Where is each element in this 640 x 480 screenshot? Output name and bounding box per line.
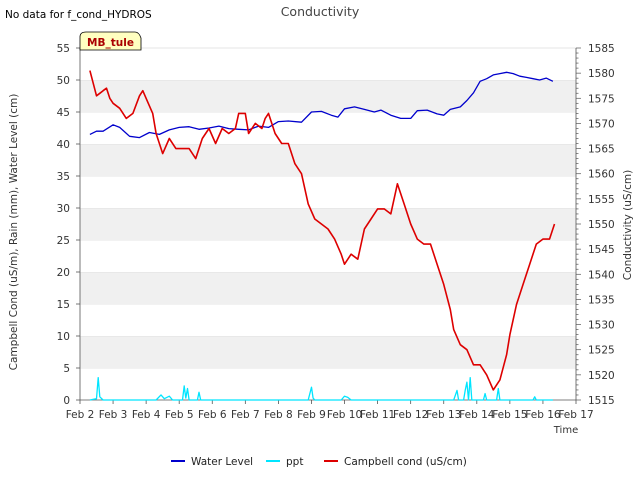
y-axis-label-right: Conductivity (uS/cm) (622, 170, 634, 280)
x-axis-label: Time (553, 425, 578, 436)
legend-label-water-level: Water Level (191, 456, 253, 468)
x-tick-label: Feb 7 (231, 409, 260, 421)
x-tick-label: Feb 12 (393, 409, 428, 421)
y-tick-label-right: 1520 (588, 370, 615, 382)
y-tick-label-left: 40 (57, 139, 70, 151)
x-tick-label: Feb 17 (558, 409, 593, 421)
y-tick-label-right: 1560 (588, 169, 615, 181)
grid-band (80, 112, 576, 144)
legend: Water Level ppt Campbell cond (uS/cm) (171, 456, 467, 468)
grid-bands (80, 47, 576, 400)
y-tick-label-right: 1550 (588, 219, 615, 231)
y-tick-label-right: 1540 (588, 269, 615, 281)
station-tag-label: MB_tule (87, 37, 134, 49)
legend-label-campbell-cond-us-cm: Campbell cond (uS/cm) (344, 456, 467, 468)
x-tick-label: Feb 11 (360, 409, 395, 421)
legend-label-ppt: ppt (286, 456, 303, 468)
series-line-campbell-cond-us-cm (89, 70, 556, 391)
x-tick-label: Feb 16 (525, 409, 561, 421)
y-tick-label-left: 0 (63, 395, 70, 407)
x-tick-label: Feb 9 (297, 409, 326, 421)
grid-band (80, 80, 576, 112)
y-tick-label-right: 1515 (588, 395, 615, 407)
y-tick-label-right: 1585 (588, 43, 615, 55)
series-lines (89, 70, 556, 401)
x-tick-label: Feb 8 (264, 409, 293, 421)
y-tick-label-right: 1555 (588, 194, 615, 206)
y-tick-label-right: 1580 (588, 68, 615, 80)
y-tick-label-left: 30 (57, 203, 70, 215)
station-tag: MB_tule (79, 31, 142, 51)
series-line-water-level (89, 71, 554, 139)
x-tick-label: Feb 13 (426, 409, 461, 421)
y-tick-label-left: 5 (63, 363, 70, 375)
x-tick-label: Feb 5 (165, 409, 194, 421)
y-tick-label-right: 1565 (588, 144, 615, 156)
x-axis: Feb 2 Feb 3 Feb 4 Feb 5 Feb 6 Feb 7 Feb 8 Feb 9… (66, 399, 594, 421)
y-tick-label-left: 15 (57, 299, 70, 311)
grid-band (80, 240, 576, 272)
y-tick-label-right: 1530 (588, 320, 615, 332)
y-tick-label-left: 10 (57, 331, 70, 343)
y-tick-label-right: 1575 (588, 93, 615, 105)
x-tick-label: Feb 15 (492, 409, 527, 421)
grid-band (80, 208, 576, 240)
y-tick-label-left: 20 (57, 267, 70, 279)
y-axis-left: 0 5 10 15 20 25 30 35 40 45 50 55 (57, 43, 81, 407)
grid-band (80, 144, 576, 176)
y-tick-label-left: 35 (57, 171, 70, 183)
y-axis-right: 1515 1520 1525 1530 1535 1540 1545 1550 1555 1560… (575, 43, 615, 407)
grid-band (80, 368, 576, 400)
grid-band (80, 272, 576, 304)
x-tick-label: Feb 2 (66, 409, 95, 421)
grid-band (80, 48, 576, 80)
x-tick-label: Feb 10 (327, 409, 362, 421)
x-tick-label: Feb 14 (459, 409, 495, 421)
grid-band (80, 336, 576, 368)
x-tick-label: Feb 4 (132, 409, 161, 421)
y-tick-label-right: 1525 (588, 345, 615, 357)
y-tick-label-right: 1545 (588, 244, 615, 256)
x-tick-label: Feb 3 (99, 409, 128, 421)
series-line-ppt (89, 376, 553, 401)
y-tick-label-left: 45 (57, 107, 70, 119)
grid-band (80, 304, 576, 336)
x-tick-label: Feb 6 (198, 409, 227, 421)
y-tick-label-right: 1535 (588, 294, 615, 306)
chart-title: Conductivity (281, 4, 360, 19)
y-axis-label-left: Campbell Cond (uS/m), Rain (mm), Water L… (8, 94, 20, 371)
y-tick-label-left: 50 (57, 75, 70, 87)
y-tick-label-left: 25 (57, 235, 70, 247)
grid-band (80, 176, 576, 208)
y-tick-label-left: 55 (57, 43, 70, 55)
no-data-note: No data for f_cond_HYDROS (5, 9, 152, 21)
y-tick-label-right: 1570 (588, 118, 615, 130)
